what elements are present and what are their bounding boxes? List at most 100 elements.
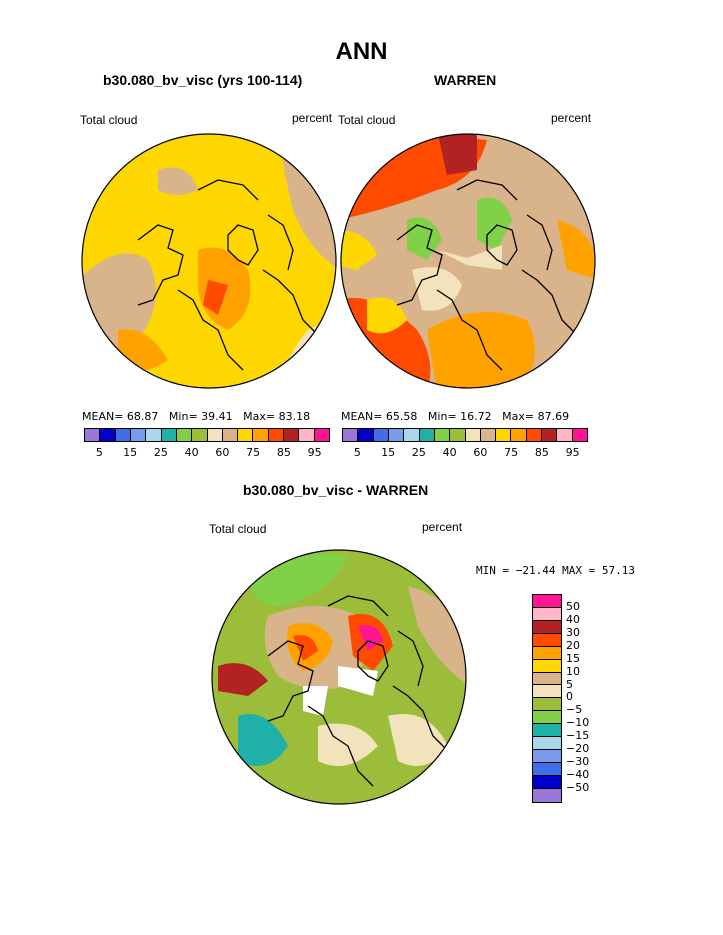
colorbar-tick-label: 15 bbox=[381, 446, 396, 459]
colorbar-swatch bbox=[533, 698, 561, 712]
map-field-patch bbox=[412, 267, 462, 311]
colorbar-swatch bbox=[533, 685, 561, 699]
colorbar-tick-label: 40 bbox=[184, 446, 199, 459]
colorbar-swatch bbox=[130, 429, 147, 441]
map-field-patch bbox=[388, 714, 448, 766]
map-field-patch bbox=[158, 167, 198, 195]
map-field-patch bbox=[427, 312, 535, 388]
colorbar-swatch bbox=[115, 429, 131, 441]
colorbar-tick-label: 25 bbox=[411, 446, 426, 459]
colorbar-swatch bbox=[542, 429, 558, 441]
map-field-patch bbox=[367, 297, 407, 334]
colorbar-swatch bbox=[496, 429, 512, 441]
right-mean-label: MEAN= bbox=[341, 410, 383, 423]
colorbar-swatch bbox=[404, 429, 420, 441]
left-max-label: Max= bbox=[243, 410, 276, 423]
map-field-patch bbox=[303, 686, 328, 716]
colorbar-tick-label: 30 bbox=[566, 625, 580, 639]
colorbar-swatch bbox=[533, 762, 561, 776]
colorbar-tick-label: −20 bbox=[566, 742, 590, 756]
diff-minmax: MIN = −21.44 MAX = 57.13 bbox=[476, 564, 635, 577]
colorbar-swatch bbox=[222, 429, 239, 441]
diff-polar-map bbox=[211, 549, 467, 805]
coastline bbox=[267, 640, 314, 722]
colorbar-swatch bbox=[450, 429, 466, 441]
colorbar-swatch bbox=[533, 595, 561, 608]
left-stats: MEAN= 68.87 Min= 39.41 Max= 83.18 bbox=[82, 410, 310, 423]
diff-colorbar bbox=[532, 594, 562, 803]
left-min-value: 39.41 bbox=[201, 410, 233, 423]
colorbar-swatch bbox=[533, 672, 561, 686]
colorbar-swatch bbox=[207, 429, 223, 441]
coastline bbox=[357, 640, 389, 682]
colorbar-tick-label: 15 bbox=[123, 446, 138, 459]
colorbar-tick-label: −10 bbox=[566, 716, 590, 730]
diff-var-label: Total cloud bbox=[209, 522, 267, 536]
colorbar-tick-label: 5 bbox=[353, 446, 361, 459]
right-panel-title: WARREN bbox=[434, 72, 497, 88]
colorbar-tick-label: 5 bbox=[566, 677, 573, 691]
coastline bbox=[486, 224, 518, 266]
map-border bbox=[340, 133, 596, 389]
left-polar-map bbox=[81, 133, 337, 389]
colorbar-swatch bbox=[533, 711, 561, 725]
map-field-patch bbox=[218, 663, 268, 696]
map-border bbox=[81, 133, 337, 389]
coastline bbox=[137, 224, 184, 306]
left-var-label: Total cloud bbox=[80, 113, 138, 127]
colorbar-tick-label: −15 bbox=[566, 729, 590, 743]
diff-panel-title: b30.080_bv_visc - WARREN bbox=[243, 482, 429, 498]
colorbar-swatch bbox=[533, 659, 561, 673]
colorbar-tick-label: 15 bbox=[566, 651, 580, 665]
left-colorbar bbox=[84, 428, 330, 442]
colorbar-swatch bbox=[533, 737, 561, 751]
coastline bbox=[227, 224, 259, 266]
colorbar-tick-label: 95 bbox=[307, 446, 322, 459]
colorbar-tick-label: 75 bbox=[504, 446, 519, 459]
map-border bbox=[211, 549, 467, 805]
colorbar-swatch bbox=[557, 429, 573, 441]
colorbar-swatch bbox=[533, 750, 561, 763]
left-min-label: Min= bbox=[168, 410, 198, 423]
colorbar-swatch bbox=[434, 429, 451, 441]
map-field-patch bbox=[477, 197, 512, 250]
colorbar-swatch bbox=[465, 429, 481, 441]
colorbar-swatch bbox=[314, 429, 329, 441]
colorbar-swatch bbox=[238, 429, 254, 441]
left-panel-title: b30.080_bv_visc (yrs 100-114) bbox=[103, 72, 303, 88]
coastline bbox=[177, 289, 244, 371]
right-max-label: Max= bbox=[502, 410, 535, 423]
colorbar-swatch bbox=[526, 429, 543, 441]
colorbar-swatch bbox=[533, 775, 561, 789]
colorbar-swatch bbox=[253, 429, 269, 441]
right-var-label: Total cloud bbox=[338, 113, 396, 127]
colorbar-swatch bbox=[358, 429, 374, 441]
coastline bbox=[521, 269, 578, 336]
colorbar-tick-label: 20 bbox=[566, 638, 580, 652]
left-max-value: 83.18 bbox=[278, 410, 311, 423]
colorbar-tick-label: 40 bbox=[442, 446, 457, 459]
diff-units-label: percent bbox=[422, 520, 463, 534]
colorbar-tick-label: −5 bbox=[566, 703, 583, 717]
colorbar-tick-label: 0 bbox=[566, 690, 573, 704]
colorbar-tick-label: −50 bbox=[566, 780, 590, 794]
colorbar-tick-label: 50 bbox=[566, 599, 580, 613]
colorbar-swatch bbox=[85, 429, 101, 441]
colorbar-tick-label: 60 bbox=[215, 446, 230, 459]
colorbar-tick-label: 10 bbox=[566, 664, 580, 678]
map-field-patch bbox=[338, 666, 378, 696]
colorbar-swatch bbox=[533, 724, 561, 738]
colorbar-tick-label: 85 bbox=[534, 446, 549, 459]
map-field-patch bbox=[408, 586, 466, 686]
colorbar-swatch bbox=[284, 429, 300, 441]
coastline bbox=[456, 179, 518, 201]
colorbar-swatch bbox=[480, 429, 497, 441]
map-field-patch bbox=[557, 220, 595, 280]
coastline bbox=[197, 179, 259, 201]
map-field-patch bbox=[407, 217, 442, 260]
coastline bbox=[327, 595, 389, 617]
right-min-label: Min= bbox=[427, 410, 457, 423]
colorbar-tick-label: 60 bbox=[473, 446, 488, 459]
coastline bbox=[392, 685, 449, 752]
coastline bbox=[267, 214, 294, 271]
